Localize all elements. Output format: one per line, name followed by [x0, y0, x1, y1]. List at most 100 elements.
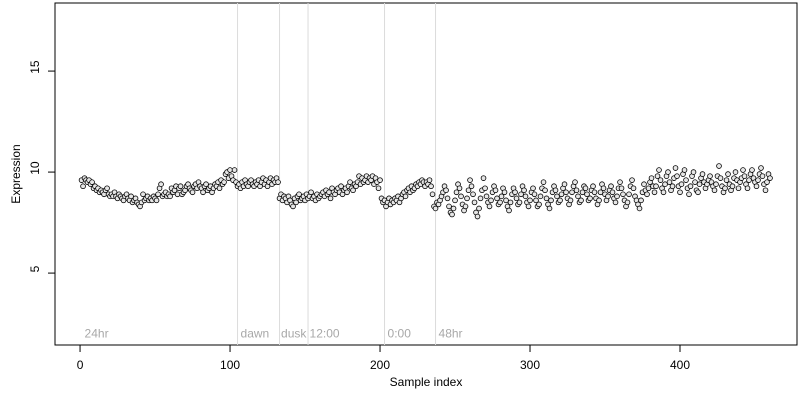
data-point [488, 197, 494, 204]
data-point [527, 197, 533, 204]
data-point [494, 195, 500, 202]
data-point [666, 179, 673, 185]
data-point [609, 189, 616, 196]
data-point [618, 185, 625, 192]
annotation: dawn [241, 327, 270, 341]
data-point [567, 197, 574, 204]
y-tick-label: 10 [28, 161, 42, 175]
data-point [558, 191, 565, 198]
data-point [497, 199, 503, 206]
data-point [402, 193, 409, 200]
data-point [614, 193, 620, 200]
data-point [227, 167, 233, 173]
data-point [467, 177, 473, 183]
data-point [656, 167, 662, 173]
data-point [669, 183, 676, 190]
data-point [678, 181, 685, 188]
data-point [744, 185, 751, 192]
data-point [711, 187, 718, 194]
x-axis-label: Sample index [390, 375, 463, 389]
data-point [443, 187, 449, 194]
data-point [203, 181, 209, 188]
data-point [518, 191, 524, 198]
data-point [177, 183, 184, 190]
data-point [624, 199, 631, 206]
data-point [507, 199, 514, 206]
annotation: 48hr [439, 327, 463, 341]
data-point [552, 187, 559, 194]
data-point [674, 173, 680, 179]
data-point [665, 169, 671, 175]
data-point [216, 185, 223, 192]
data-point [468, 183, 475, 190]
data-point [764, 179, 770, 185]
data-point [554, 193, 560, 200]
data-point [575, 193, 581, 200]
data-point [759, 173, 766, 179]
data-point [140, 191, 146, 198]
data-point [638, 197, 644, 204]
data-point [617, 179, 623, 185]
data-point [158, 181, 164, 188]
data-point [657, 177, 664, 183]
data-point [692, 179, 698, 185]
annotation: 24hr [85, 327, 109, 341]
x-tick-label: 300 [520, 358, 540, 372]
data-point [762, 187, 769, 194]
data-point [648, 175, 655, 181]
annotation: 0:00 [388, 327, 412, 341]
data-point [645, 185, 652, 192]
data-point [200, 189, 206, 196]
data-point [153, 197, 160, 204]
data-point [683, 177, 689, 183]
data-point [713, 181, 719, 188]
x-tick-label: 100 [220, 358, 240, 372]
data-point [582, 185, 589, 192]
data-point [525, 203, 532, 210]
data-point [686, 191, 692, 198]
data-point [699, 171, 706, 177]
data-point [591, 189, 598, 196]
data-point [444, 195, 451, 202]
x-tick-label: 200 [370, 358, 390, 372]
data-point [596, 197, 602, 204]
data-point [453, 189, 460, 196]
data-point [767, 175, 773, 181]
data-point [542, 187, 548, 194]
data-point [630, 185, 637, 192]
data-point [716, 163, 722, 169]
data-point [569, 189, 575, 196]
data-point [755, 177, 761, 183]
data-point [695, 189, 701, 196]
y-axis-label: Expression [9, 144, 23, 203]
data-point [521, 187, 527, 194]
data-point [644, 191, 650, 198]
data-point [672, 165, 679, 171]
data-point [293, 199, 299, 206]
data-point [573, 187, 580, 194]
data-point [474, 213, 481, 220]
data-point [687, 183, 694, 190]
data-point [189, 189, 196, 196]
y-tick-label: 15 [28, 60, 42, 74]
data-point [543, 195, 550, 202]
data-point [483, 193, 490, 200]
data-point [516, 199, 523, 206]
data-point [426, 177, 433, 183]
data-point [653, 183, 659, 190]
plot-frame [54, 2, 798, 346]
data-point [476, 205, 482, 212]
data-point [590, 183, 596, 190]
data-point [608, 183, 614, 190]
x-tick-label: 400 [670, 358, 690, 372]
data-point [732, 169, 739, 175]
data-point [506, 207, 512, 214]
data-point [729, 183, 736, 190]
data-point [540, 179, 547, 185]
data-point [629, 177, 635, 183]
annotation: 12:00 [310, 327, 340, 341]
data-point [174, 191, 181, 198]
data-point [128, 193, 134, 200]
data-point [429, 191, 436, 198]
data-point [753, 183, 760, 190]
